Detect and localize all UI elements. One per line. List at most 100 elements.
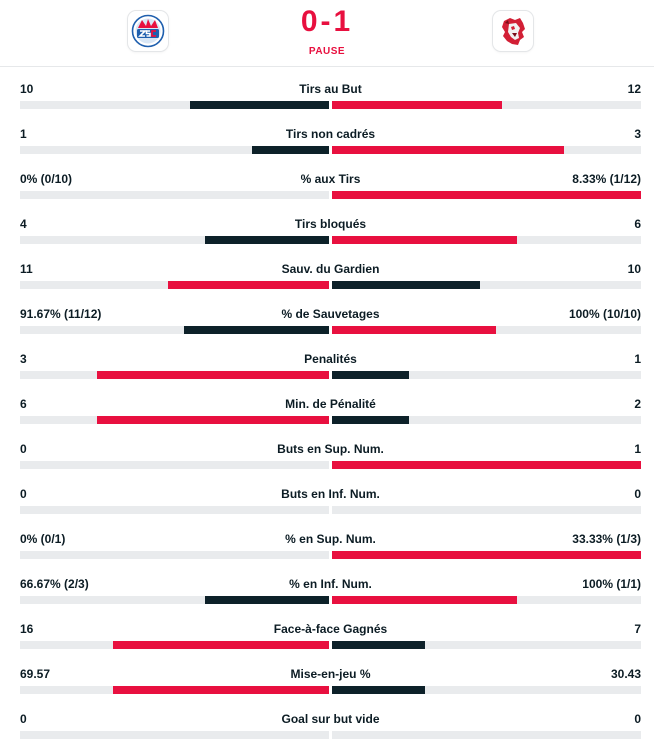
stat-comparison-bar	[20, 101, 641, 109]
home-value: 0% (0/10)	[20, 172, 73, 186]
away-bar-fill	[332, 146, 564, 154]
stat-comparison-bar	[20, 416, 641, 424]
home-bar-fill	[97, 371, 329, 379]
home-bar-fill	[205, 236, 329, 244]
away-bar-fill	[332, 461, 641, 469]
stat-row: Buts en Sup. Num. 0 1	[20, 440, 641, 485]
stat-label: Tirs non cadrés	[285, 127, 376, 141]
home-value: 1	[20, 127, 27, 141]
match-status: PAUSE	[308, 46, 346, 57]
home-bar-track	[20, 191, 329, 199]
stat-label: Buts en Sup. Num.	[277, 442, 384, 456]
away-value: 1	[634, 352, 641, 366]
away-value: 0	[634, 712, 641, 726]
stat-comparison-bar	[20, 686, 641, 694]
home-bar-track	[20, 371, 329, 379]
away-bar-fill	[332, 236, 517, 244]
stat-row-text: Sauv. du Gardien 11 10	[20, 260, 641, 278]
lion-head-logo-icon	[502, 18, 525, 45]
home-value: 16	[20, 622, 34, 636]
home-bar-track	[20, 731, 329, 739]
stat-label: Tirs bloqués	[294, 217, 367, 231]
stat-label: Goal sur but vide	[281, 712, 380, 726]
home-bar-track	[20, 281, 329, 289]
zsc-lions-logo-icon	[131, 14, 165, 48]
stat-row-text: Penalités 3 1	[20, 350, 641, 368]
stat-comparison-bar	[20, 596, 641, 604]
away-bar-fill	[332, 641, 425, 649]
home-value: 66.67% (2/3)	[20, 577, 89, 591]
stat-row: Goal sur but vide 0 0	[20, 710, 641, 755]
away-bar-fill	[332, 596, 517, 604]
home-bar-track	[20, 686, 329, 694]
away-value: 33.33% (1/3)	[572, 532, 641, 546]
stat-comparison-bar	[20, 731, 641, 739]
stat-label: % aux Tirs	[300, 172, 361, 186]
home-bar-track	[20, 236, 329, 244]
home-value: 0	[20, 442, 27, 456]
away-bar-fill	[332, 686, 425, 694]
home-bar-fill	[113, 641, 329, 649]
match-score: 0-1	[300, 5, 354, 38]
stat-row: Min. de Pénalité 6 2	[20, 395, 641, 440]
stat-row: Tirs au But 10 12	[20, 80, 641, 125]
home-team-logo[interactable]	[128, 11, 168, 51]
home-value: 91.67% (11/12)	[20, 307, 102, 321]
stat-row: Penalités 3 1	[20, 350, 641, 395]
home-bar-track	[20, 416, 329, 424]
home-bar-track	[20, 326, 329, 334]
home-bar-fill	[190, 101, 329, 109]
home-bar-fill	[168, 281, 329, 289]
home-bar-fill	[252, 146, 329, 154]
stat-row: Tirs non cadrés 1 3	[20, 125, 641, 170]
stat-comparison-bar	[20, 506, 641, 514]
away-bar-track	[332, 551, 641, 559]
away-bar-track	[332, 281, 641, 289]
away-value: 7	[634, 622, 641, 636]
stat-row: % aux Tirs 0% (0/10) 8.33% (1/12)	[20, 170, 641, 215]
away-bar-fill	[332, 416, 409, 424]
away-bar-track	[332, 641, 641, 649]
away-bar-track	[332, 461, 641, 469]
stat-label: Face-à-face Gagnés	[273, 622, 388, 636]
away-value: 3	[634, 127, 641, 141]
away-bar-fill	[332, 101, 502, 109]
away-team-logo[interactable]	[493, 11, 533, 51]
away-bar-track	[332, 686, 641, 694]
stat-row-text: Face-à-face Gagnés 16 7	[20, 620, 641, 638]
away-bar-track	[332, 146, 641, 154]
away-value: 30.43	[610, 667, 641, 681]
away-value: 100% (1/1)	[582, 577, 641, 591]
home-bar-track	[20, 146, 329, 154]
stat-comparison-bar	[20, 281, 641, 289]
home-value: 4	[20, 217, 27, 231]
stat-label: % en Inf. Num.	[289, 577, 372, 591]
home-bar-fill	[97, 416, 329, 424]
away-bar-track	[332, 596, 641, 604]
stat-comparison-bar	[20, 326, 641, 334]
away-bar-fill	[332, 191, 641, 199]
home-bar-track	[20, 461, 329, 469]
home-value: 69.57	[20, 667, 51, 681]
home-value: 0	[20, 712, 27, 726]
away-bar-fill	[332, 326, 496, 334]
stat-row-text: Tirs au But 10 12	[20, 80, 641, 98]
stat-comparison-bar	[20, 371, 641, 379]
home-bar-fill	[184, 326, 329, 334]
away-bar-track	[332, 506, 641, 514]
stat-row-text: Buts en Sup. Num. 0 1	[20, 440, 641, 458]
home-value: 11	[20, 262, 33, 276]
stat-row-text: Goal sur but vide 0 0	[20, 710, 641, 728]
stat-row: Face-à-face Gagnés 16 7	[20, 620, 641, 665]
stat-row-text: Tirs non cadrés 1 3	[20, 125, 641, 143]
stat-row: % de Sauvetages 91.67% (11/12) 100% (10/10…	[20, 305, 641, 350]
home-bar-fill	[113, 686, 329, 694]
away-bar-track	[332, 371, 641, 379]
away-bar-track	[332, 101, 641, 109]
stat-row: Buts en Inf. Num. 0 0	[20, 485, 641, 530]
away-bar-fill	[332, 551, 641, 559]
home-value: 10	[20, 82, 34, 96]
stat-label: % de Sauvetages	[281, 307, 380, 321]
stat-label: Penalités	[304, 352, 357, 366]
stat-row: % en Sup. Num. 0% (0/1) 33.33% (1/3)	[20, 530, 641, 575]
